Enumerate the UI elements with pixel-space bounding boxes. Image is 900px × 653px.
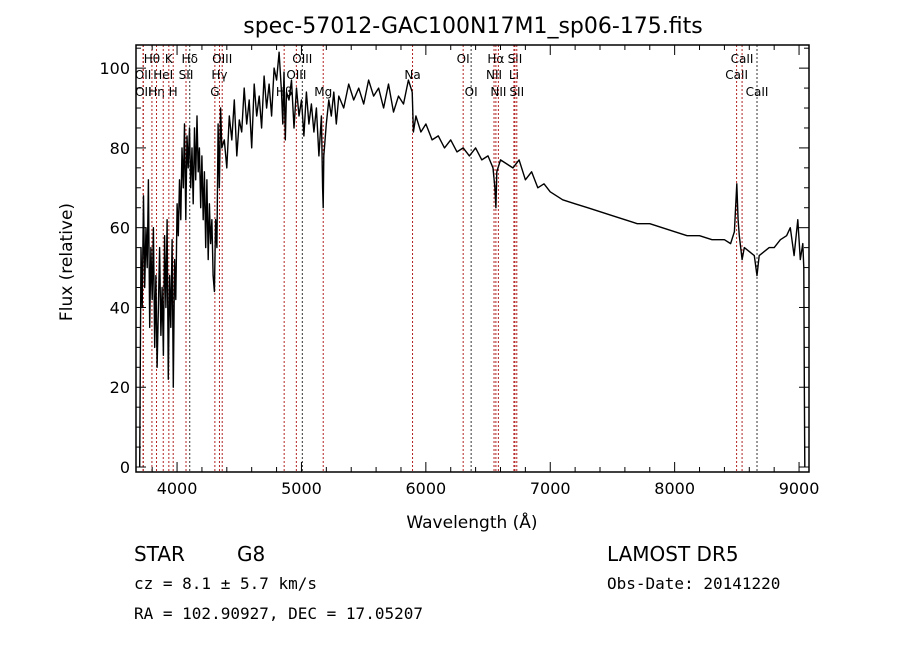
line-marker-label: OI bbox=[457, 52, 470, 66]
line-marker-label: OI bbox=[465, 85, 478, 99]
x-axis-label: Wavelength (Å) bbox=[406, 511, 537, 533]
line-marker-label: SII bbox=[508, 52, 523, 66]
plot-frame bbox=[135, 44, 810, 473]
y-tick-label: 100 bbox=[99, 59, 130, 78]
survey-name: LAMOST DR5 bbox=[607, 542, 739, 566]
line-marker-label: CaII bbox=[731, 52, 754, 66]
x-tick-label: 4000 bbox=[157, 479, 198, 498]
line-marker-label: H bbox=[169, 85, 178, 99]
line-marker-label: Hθ bbox=[144, 52, 160, 66]
y-tick-label: 0 bbox=[120, 458, 130, 477]
line-marker-label: CaII bbox=[725, 68, 748, 82]
spectrum-line bbox=[139, 51, 806, 468]
coordinates: RA = 102.90927, DEC = 17.05207 bbox=[134, 604, 423, 623]
line-marker-label: OIII bbox=[286, 68, 306, 82]
line-marker-label: Na bbox=[404, 68, 420, 82]
y-tick-label: 80 bbox=[110, 139, 130, 158]
line-marker-label: K bbox=[165, 52, 174, 66]
line-marker-label: NII bbox=[490, 85, 506, 99]
line-marker-label: G bbox=[210, 85, 219, 99]
object-type: STAR bbox=[134, 542, 185, 566]
redshift-cz: cz = 8.1 ± 5.7 km/s bbox=[134, 574, 317, 593]
line-marker-label: Li bbox=[509, 68, 519, 82]
line-marker-label: Hη bbox=[148, 85, 165, 99]
x-tick-label: 7000 bbox=[530, 479, 571, 498]
y-axis-label: Flux (relative) bbox=[57, 203, 77, 321]
x-tick-label: 8000 bbox=[654, 479, 695, 498]
x-tick-label: 5000 bbox=[281, 479, 322, 498]
line-marker-label: OIII bbox=[212, 52, 232, 66]
y-tick-label: 40 bbox=[110, 298, 130, 317]
y-tick-label: 20 bbox=[110, 378, 130, 397]
line-marker-label: HeI bbox=[153, 68, 173, 82]
y-tick-label: 60 bbox=[110, 219, 130, 238]
line-marker-label: Hγ bbox=[211, 68, 227, 82]
line-marker-label: NII bbox=[486, 68, 502, 82]
line-marker-label: Hα bbox=[487, 52, 504, 66]
line-marker-label: SII bbox=[509, 85, 524, 99]
chart-title: spec-57012-GAC100N17M1_sp06-175.fits bbox=[243, 14, 703, 39]
line-marker-label: CaII bbox=[746, 85, 769, 99]
line-marker-label: OIII bbox=[292, 52, 312, 66]
x-tick-label: 6000 bbox=[405, 479, 446, 498]
line-marker-label: Hδ bbox=[182, 52, 198, 66]
obs-date: Obs-Date: 20141220 bbox=[607, 574, 780, 593]
x-tick-label: 9000 bbox=[779, 479, 820, 498]
line-marker-label: SII bbox=[179, 68, 194, 82]
line-marker-label: Mg bbox=[314, 85, 332, 99]
subclass: G8 bbox=[237, 542, 265, 566]
